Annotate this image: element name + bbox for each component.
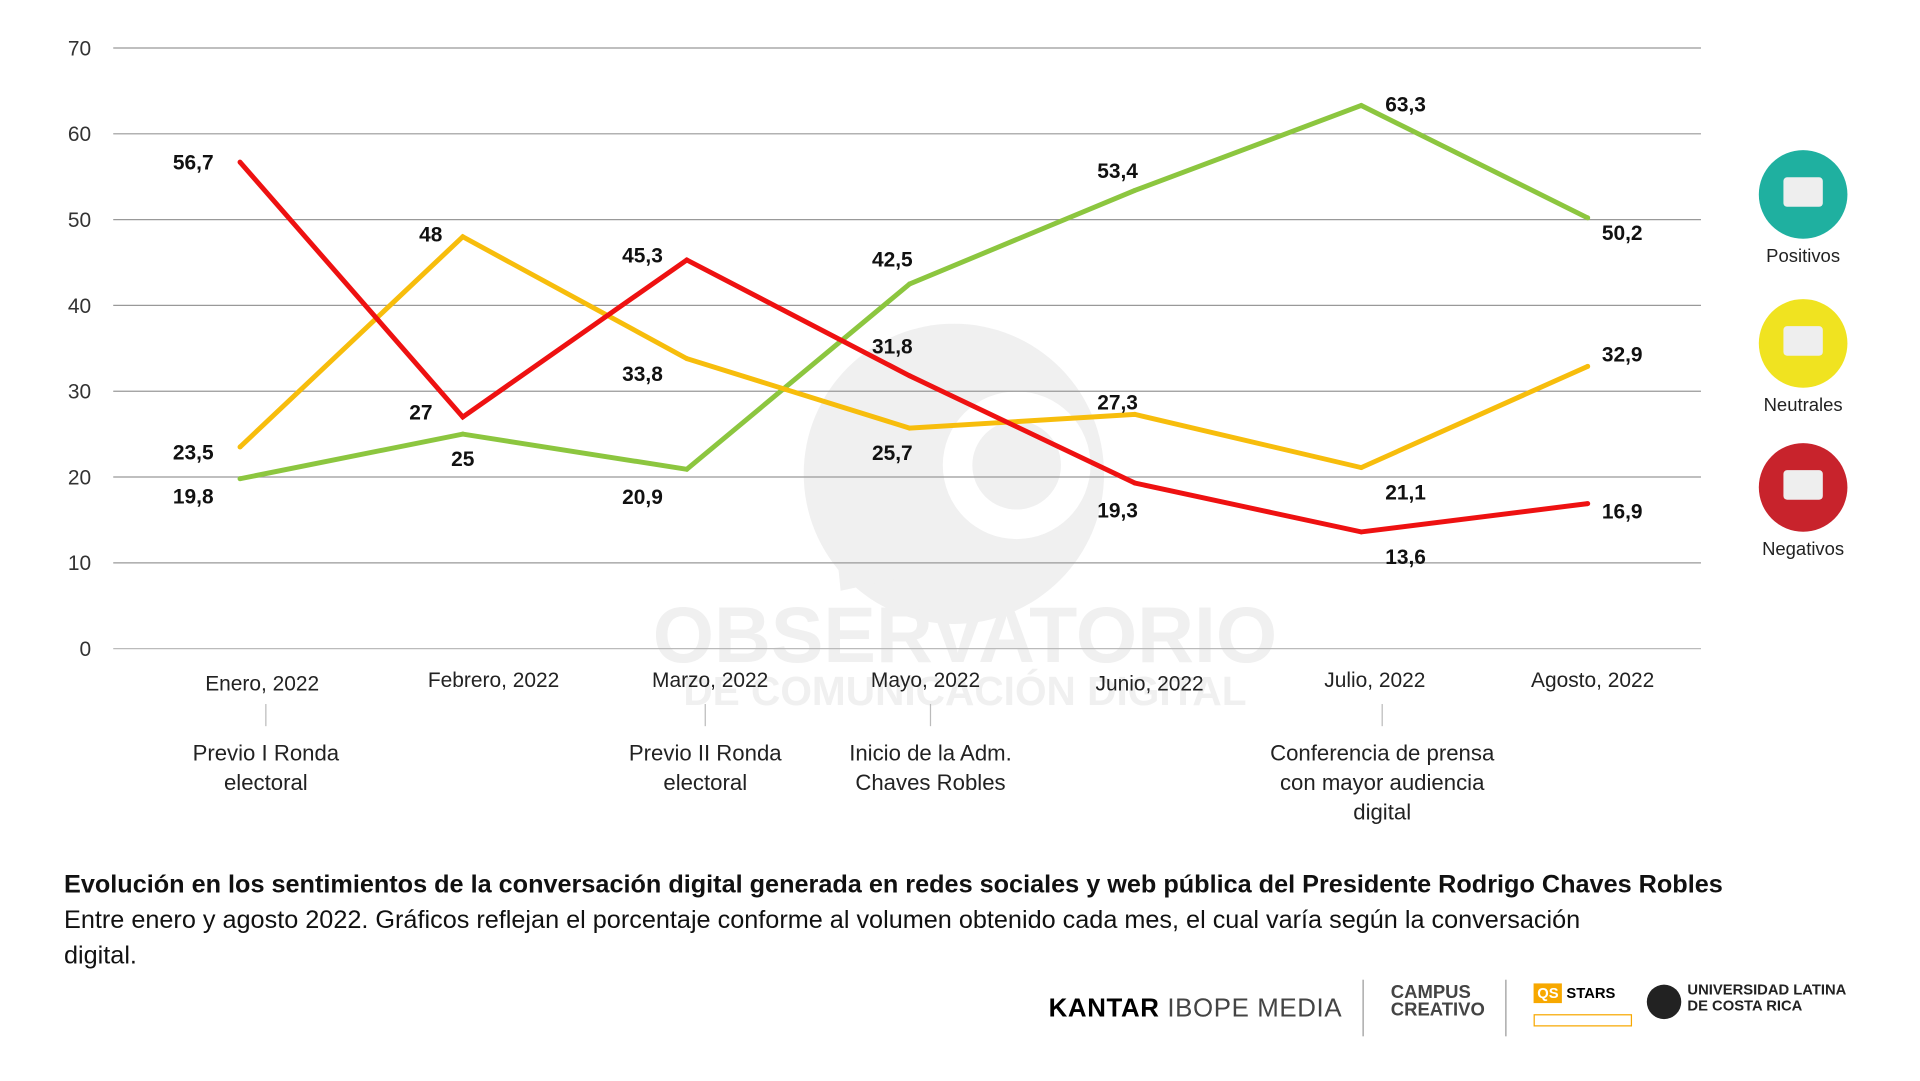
data-label: 25 [451, 448, 475, 471]
data-point [460, 234, 466, 240]
data-point [684, 356, 690, 362]
data-label: 27,3 [1097, 391, 1138, 414]
y-tick-label: 40 [68, 295, 91, 318]
divider [1505, 979, 1507, 1037]
data-point [1358, 465, 1364, 471]
legend-label: Positivos [1766, 246, 1841, 268]
watermark: OBSERVATORIO DE COMUNICACIÓN DIGITAL [653, 323, 1277, 714]
watermark-title: OBSERVATORIO [653, 591, 1277, 679]
data-label: 19,8 [173, 485, 214, 508]
y-tick-label: 50 [68, 209, 91, 232]
legend-item-negativos: Negativos [1758, 443, 1848, 561]
data-point [1132, 480, 1138, 486]
data-point [1585, 501, 1591, 507]
data-label: 63,3 [1385, 94, 1426, 117]
y-tick-label: 0 [79, 638, 91, 661]
y-tick-label: 70 [68, 37, 91, 60]
data-point [1132, 411, 1138, 417]
y-tick-label: 30 [68, 381, 91, 404]
event-annotation: Conferencia de prensa con mayor audiencia… [1270, 740, 1495, 825]
caption: Evolución en los sentimientos de la conv… [64, 866, 1723, 973]
neutral-face-icon [1758, 299, 1848, 388]
universidad-latina-logo: UNIVERSIDAD LATINA DE COSTA RICA [1646, 982, 1846, 1044]
data-label: 23,5 [173, 441, 214, 464]
legend-label: Negativos [1762, 539, 1845, 561]
data-point [907, 373, 913, 379]
data-label: 53,4 [1097, 160, 1138, 183]
data-point [460, 414, 466, 420]
data-label: 16,9 [1602, 500, 1643, 523]
kantar-logo: KANTAR IBOPE MEDIA [1048, 994, 1343, 1023]
y-tick-label: 10 [68, 552, 91, 575]
event-annotation: Inicio de la Adm. Chaves Robles [849, 740, 1012, 796]
data-point [907, 281, 913, 287]
data-label: 48 [419, 224, 442, 247]
event-annotation: Previo I Ronda electoral [192, 740, 340, 796]
legend-item-positivos: Positivos [1758, 150, 1848, 268]
thumbs-down-icon [1758, 443, 1848, 532]
data-label: 50,2 [1602, 222, 1643, 245]
data-label: 20,9 [622, 486, 663, 509]
data-label: 27 [409, 401, 432, 424]
legend-label: Neutrales [1763, 395, 1843, 417]
campus-creativo-logo: CAMPUS CREATIVO [1390, 982, 1485, 1021]
chart-subtitle: Entre enero y agosto 2022. Gráficos refl… [64, 905, 1581, 970]
x-tick-label: Marzo, 2022 [652, 669, 768, 692]
data-point [1358, 103, 1364, 108]
data-point [684, 257, 690, 263]
watermark-subtitle: DE COMUNICACIÓN DIGITAL [683, 668, 1246, 714]
data-label: 32,9 [1602, 343, 1643, 366]
divider [1362, 979, 1364, 1037]
data-label: 56,7 [173, 152, 214, 175]
x-tick-label: Enero, 2022 [205, 672, 319, 695]
data-label: 13,6 [1385, 546, 1426, 569]
x-tick-label: Junio, 2022 [1096, 672, 1204, 695]
data-point [237, 476, 243, 482]
data-label: 31,8 [872, 336, 913, 359]
data-point [1132, 187, 1138, 193]
x-tick-label: Julio, 2022 [1324, 669, 1425, 692]
data-label: 45,3 [622, 244, 663, 267]
line-chart: OBSERVATORIO DE COMUNICACIÓN DIGITAL 0 10… [68, 37, 1701, 727]
x-tick-label: Agosto, 2022 [1531, 669, 1654, 692]
data-point [237, 444, 243, 450]
data-label: 21,1 [1385, 482, 1426, 505]
data-point [684, 466, 690, 472]
globe-icon [1646, 984, 1682, 1020]
data-point [1358, 529, 1364, 535]
x-tick-label: Mayo, 2022 [871, 669, 980, 692]
legend-item-neutrales: Neutrales [1758, 299, 1848, 417]
event-annotation: Previo II Ronda electoral [628, 740, 782, 796]
thumbs-up-icon [1758, 150, 1848, 239]
data-point [1585, 363, 1591, 369]
data-point [1585, 215, 1591, 221]
data-point [907, 425, 913, 431]
y-tick-label: 60 [68, 123, 91, 146]
data-label: 19,3 [1097, 499, 1138, 522]
data-label: 25,7 [872, 442, 913, 465]
chart-title: Evolución en los sentimientos de la conv… [64, 870, 1723, 899]
qs-stars-logo: QS STARS [1533, 983, 1633, 1047]
data-point [460, 431, 466, 437]
data-point [237, 159, 243, 165]
data-label: 42,5 [872, 249, 913, 272]
x-tick-label: Febrero, 2022 [428, 669, 559, 692]
data-label: 33,8 [622, 363, 663, 386]
y-tick-label: 20 [68, 466, 91, 489]
